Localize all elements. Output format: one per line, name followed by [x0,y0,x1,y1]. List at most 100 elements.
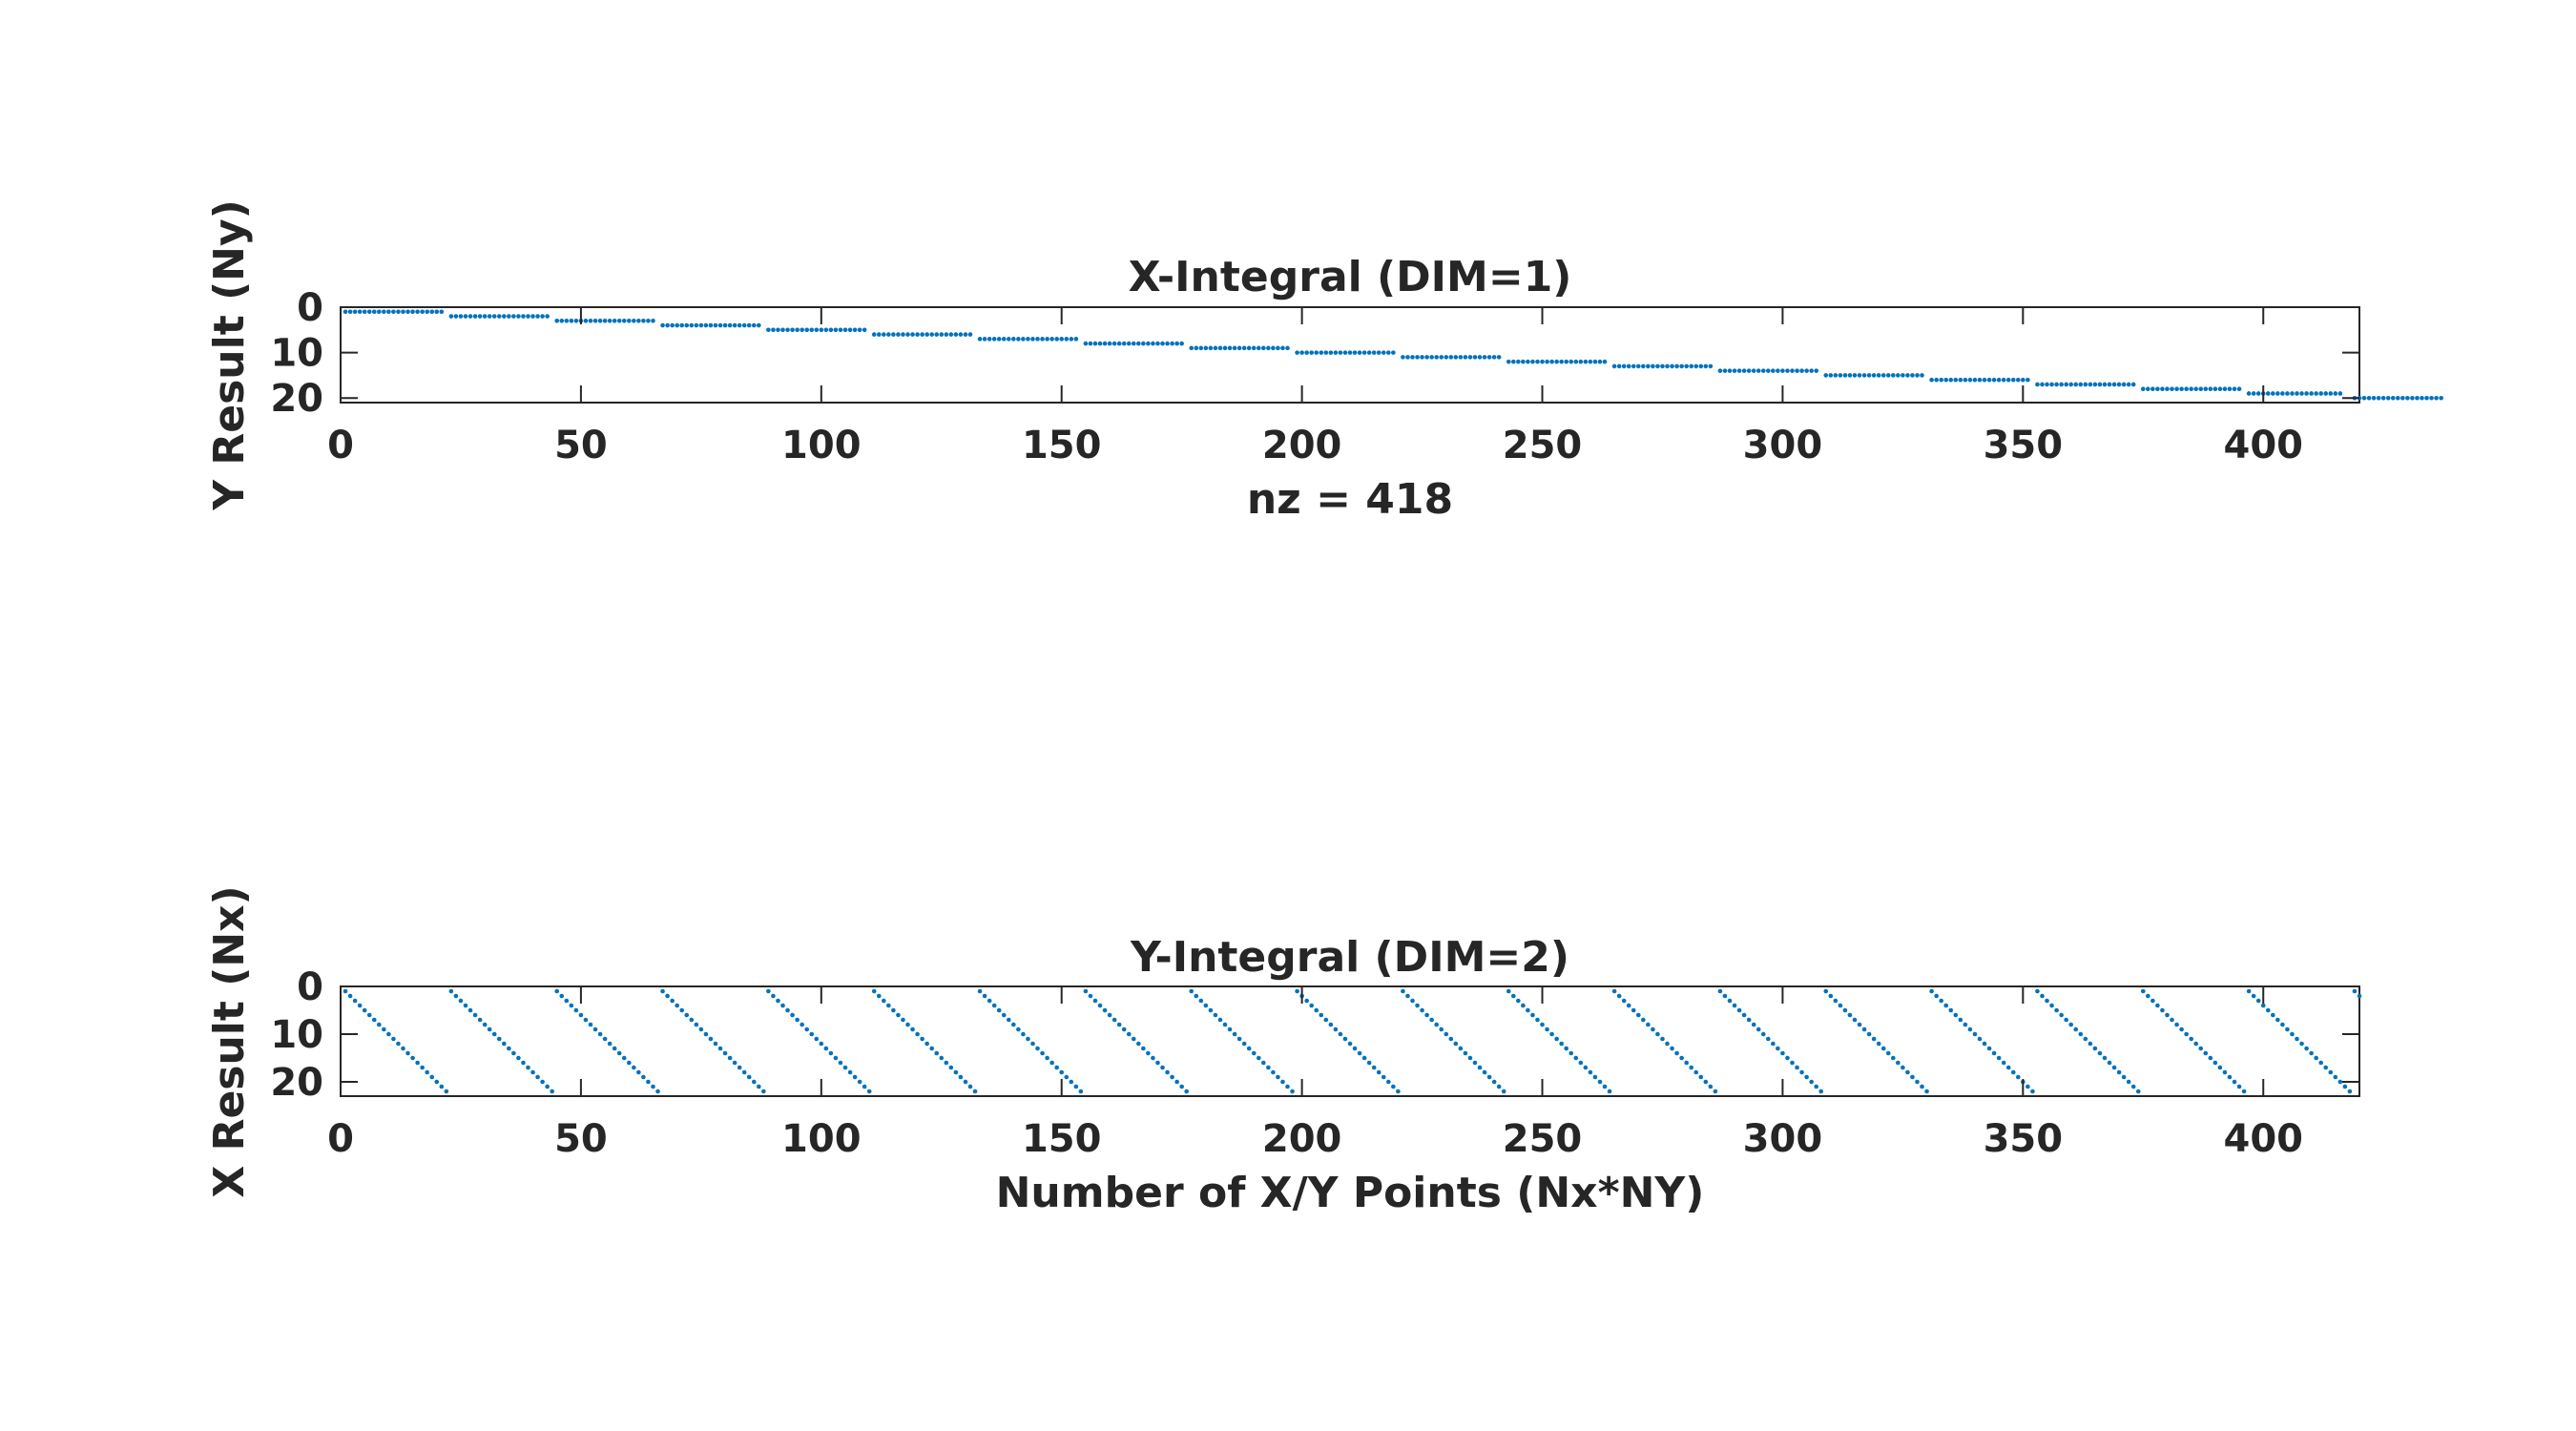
data-point [1102,341,1108,346]
data-point [2198,386,2204,392]
data-point [1453,355,1459,360]
data-point [2424,395,2429,401]
data-point [1924,1089,1929,1094]
data-point [795,1017,800,1023]
data-point [751,322,757,328]
data-point [1256,345,1261,351]
data-point [612,1046,617,1051]
data-point [1755,368,1761,373]
data-point [2271,391,2275,396]
data-point [1083,341,1089,346]
data-point [2290,391,2295,396]
data-point [1934,993,1939,999]
data-point [1891,1055,1896,1061]
data-point [616,318,622,323]
data-point [511,1050,516,1056]
data-point [1102,1007,1108,1013]
data-point [1818,1089,1824,1094]
data-point [448,314,454,319]
data-point [2280,1022,2285,1027]
data-point [1982,377,1987,383]
data-point [934,1050,940,1056]
x-tick-label: 400 [2223,424,2303,467]
data-point [1689,1065,1693,1070]
data-point [698,322,704,328]
data-point [901,332,905,337]
data-point [1078,1089,1084,1094]
data-point [1588,359,1593,364]
data-point [2380,395,2386,401]
data-point [1540,1022,1545,1027]
data-point [1885,1050,1891,1056]
data-point [2160,1007,2165,1013]
data-point [1189,988,1195,994]
data-point [2337,391,2343,396]
data-point [2328,391,2334,396]
data-point [871,332,877,337]
data-point [1217,345,1223,351]
data-point [727,322,733,328]
data-point [1996,377,2002,383]
data-point [1559,1041,1564,1047]
data-point [1943,377,1949,383]
data-point [2040,993,2045,999]
data-point [636,318,641,323]
data-point [2203,386,2209,392]
data-point [564,318,570,323]
data-point [482,314,488,319]
data-point [535,314,540,319]
data-point [2275,1017,2280,1023]
data-point [2126,1079,2131,1085]
data-point [882,998,886,1004]
data-point [1208,345,1214,351]
data-point [554,988,560,994]
data-point [415,309,420,315]
data-point [771,993,776,999]
data-point [1842,373,1848,378]
data-point [2045,998,2049,1004]
data-point [559,318,565,323]
x-tick-label: 400 [2223,1117,2303,1161]
x-tick-label: 0 [327,1117,354,1161]
x-axis-label: Number of X/Y Points (Nx*NY) [996,1169,1705,1217]
data-point [2246,988,2252,994]
data-point [1049,1060,1054,1066]
data-point [425,309,429,315]
data-point [2420,395,2424,401]
data-point [1698,363,1704,369]
data-point [665,993,670,999]
data-point [896,1012,901,1018]
data-point [694,322,699,328]
data-point [2212,386,2218,392]
data-point [1213,1012,1218,1018]
data-point [2285,391,2290,396]
data-point [1708,363,1714,369]
data-point [2265,391,2271,396]
data-point [1222,345,1228,351]
data-point [1035,1046,1040,1051]
data-point [545,314,550,319]
data-point [1405,355,1410,360]
data-point [467,1007,473,1013]
data-point [1328,1022,1334,1027]
data-point [434,309,440,315]
data-point [526,314,530,319]
data-point [396,309,401,315]
data-point [2280,391,2285,396]
data-point [597,1031,603,1037]
data-point [2073,382,2079,387]
data-point [1222,1022,1228,1027]
data-point [987,337,992,342]
data-point [780,1003,785,1008]
data-point [467,314,473,319]
data-point [1420,355,1424,360]
data-point [453,314,459,319]
data-point [1251,345,1257,351]
data-point [1516,359,1521,364]
data-point [1939,998,1943,1004]
y-tick-label: 20 [270,377,323,421]
y-tick-label: 0 [297,965,323,1009]
data-point [1646,1022,1651,1027]
data-point [1280,345,1285,351]
